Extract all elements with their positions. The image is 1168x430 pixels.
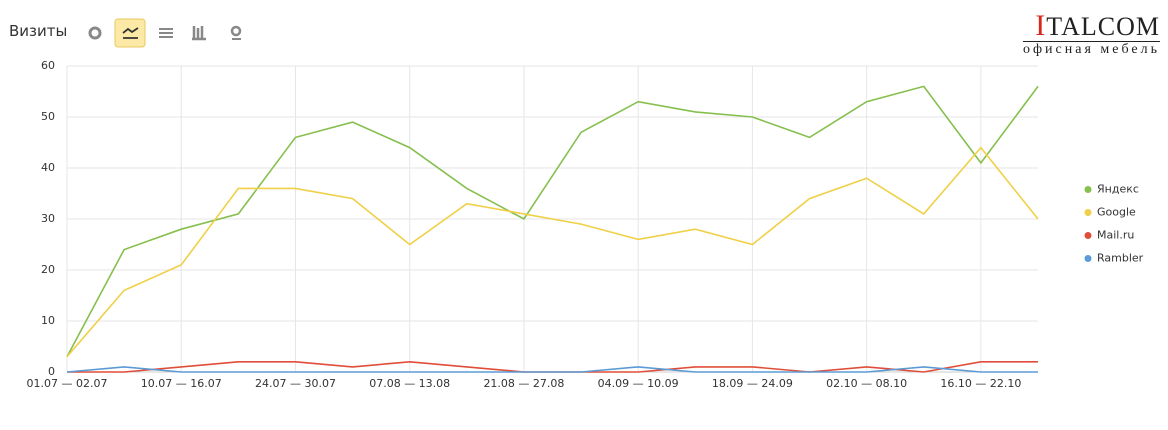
area-view-button[interactable]: [159, 28, 173, 38]
legend-label: Mail.ru: [1097, 229, 1134, 242]
legend-label: Rambler: [1097, 252, 1144, 265]
logo: ITALCOM офисная мебель: [1022, 9, 1160, 58]
series-line: [66, 85, 1039, 358]
y-tick-label: 60: [41, 59, 55, 72]
x-tick-label: 07.08 — 13.08: [369, 377, 450, 390]
line-icon: [122, 27, 139, 39]
y-tick-label: 40: [41, 161, 55, 174]
x-tick-label: 18.09 — 24.09: [712, 377, 793, 390]
plot-area: 0 10 20 30 40 50 60 01.07 — 02.07 10.07 — 16.07 2…: [27, 59, 1144, 390]
x-tick-label: 10.07 — 16.07: [141, 377, 222, 390]
logo-name: ITALCOM: [1035, 9, 1160, 42]
x-tick-label: 04.09 — 10.09: [598, 377, 679, 390]
x-tick-label: 01.07 — 02.07: [27, 377, 108, 390]
x-tick-label: 24.07 — 30.07: [255, 377, 336, 390]
series-line: [66, 366, 1038, 373]
widget-title: Визиты: [9, 22, 68, 40]
y-tick-label: 20: [41, 263, 55, 276]
map-view-button[interactable]: [230, 25, 242, 37]
bar-view-button[interactable]: [192, 26, 206, 41]
legend-label: Яндекс: [1097, 183, 1139, 196]
x-tick-label: 02.10 — 08.10: [826, 377, 907, 390]
x-tick-label: 16.10 — 22.10: [940, 377, 1021, 390]
pie-view-button[interactable]: [88, 26, 102, 40]
line-view-button[interactable]: [114, 18, 146, 48]
legend-marker: [1084, 232, 1092, 239]
legend-marker: [1084, 255, 1092, 262]
y-tick-label: 10: [41, 314, 55, 327]
legend-marker: [1084, 186, 1092, 193]
toolbar: [88, 18, 242, 48]
y-tick-label: 50: [41, 110, 55, 123]
y-tick-label: 0: [48, 365, 55, 378]
y-tick-label: 30: [41, 212, 55, 225]
series-line: [66, 146, 1039, 358]
legend-label: Google: [1097, 206, 1136, 219]
legend-marker: [1084, 209, 1092, 216]
logo-tagline: офисная мебель: [1022, 41, 1160, 57]
x-tick-label: 21.08 — 27.08: [483, 377, 564, 390]
